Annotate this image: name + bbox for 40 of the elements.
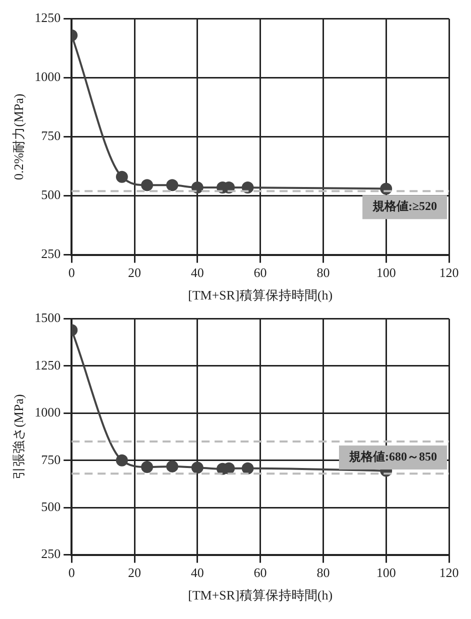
- x-tick-label: 0: [68, 265, 75, 280]
- point: [191, 462, 204, 474]
- y-axis-title: 引張強さ(MPa): [11, 394, 26, 480]
- ref-line-label: 規格値:≥520: [371, 199, 438, 214]
- point: [191, 182, 204, 194]
- x-tick-label: 120: [439, 265, 459, 280]
- point: [116, 454, 128, 466]
- y-tick-label: 750: [41, 128, 61, 144]
- y-tick-label: 250: [41, 246, 61, 262]
- y-tick-label: 750: [41, 452, 61, 467]
- y-tick-label: 250: [41, 546, 61, 562]
- point: [141, 461, 154, 474]
- x-axis-title: [TM+SR]積算保持時間(h): [188, 288, 333, 303]
- ref-line-label: 規格値:680～850: [348, 450, 437, 464]
- y-tick-label: 1000: [34, 404, 61, 420]
- x-tick-label: 60: [254, 565, 267, 580]
- x-tick-label: 0: [68, 565, 75, 580]
- point: [116, 170, 128, 183]
- point: [141, 179, 154, 192]
- y-tick-label: 1500: [34, 310, 61, 326]
- y-axis-title: 0.2%耐力(MPa): [11, 94, 26, 180]
- x-tick-label: 40: [190, 565, 204, 580]
- y-tick-label: 1250: [34, 10, 61, 26]
- point: [166, 179, 178, 192]
- x-tick-label: 40: [190, 265, 204, 280]
- x-tick-label: 80: [316, 265, 330, 280]
- y-tick-label: 1000: [34, 69, 61, 84]
- x-tick-label: 60: [254, 265, 267, 280]
- point: [242, 462, 254, 474]
- x-tick-label: 120: [439, 565, 459, 580]
- x-axis-title: [TM+SR]積算保持時間(h): [188, 588, 333, 603]
- y-tick-label: 500: [41, 187, 61, 202]
- point: [166, 460, 178, 472]
- x-tick-label: 20: [128, 265, 141, 280]
- y-tick-label: 500: [41, 499, 61, 514]
- y-tick-label: 1250: [34, 357, 61, 372]
- x-tick-label: 20: [128, 565, 141, 580]
- x-tick-label: 100: [376, 265, 396, 280]
- x-tick-label: 100: [376, 565, 396, 580]
- x-tick-label: 80: [316, 565, 330, 580]
